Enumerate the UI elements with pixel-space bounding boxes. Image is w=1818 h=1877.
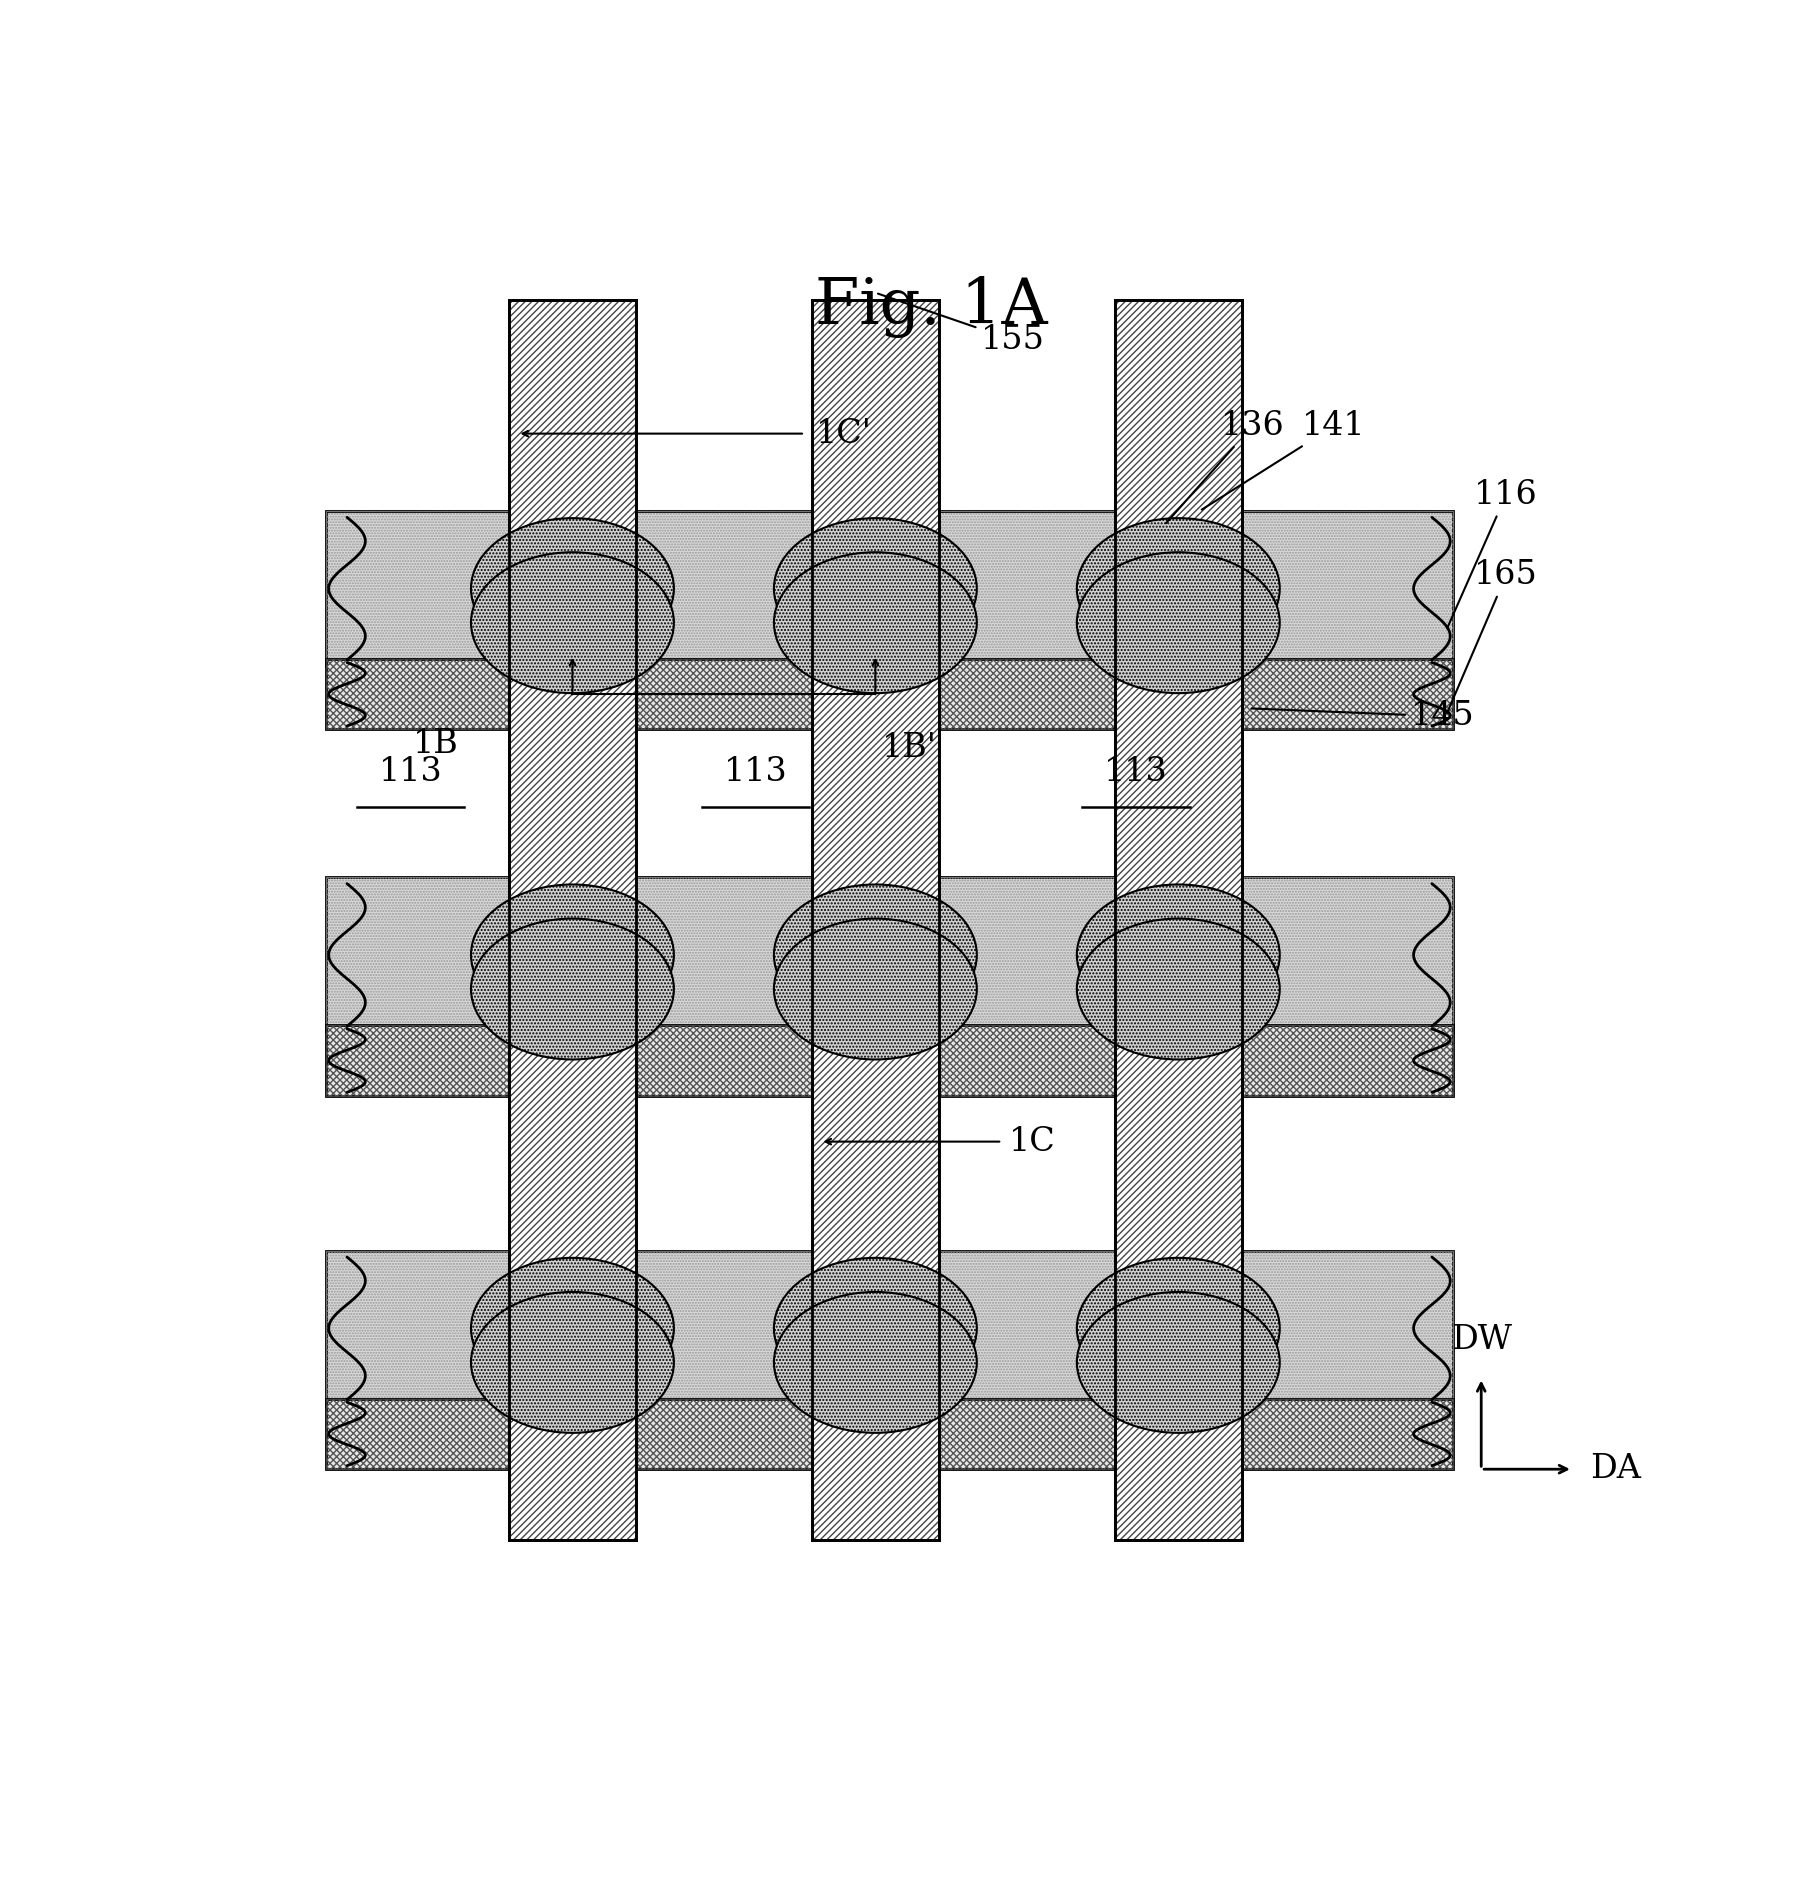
Ellipse shape: [1076, 918, 1280, 1059]
Ellipse shape: [1076, 552, 1280, 693]
Bar: [325, 511, 1453, 666]
Ellipse shape: [774, 552, 976, 693]
Bar: [325, 877, 1453, 1032]
Bar: [325, 877, 1453, 1032]
Ellipse shape: [471, 552, 674, 693]
Ellipse shape: [471, 884, 674, 1025]
Bar: [509, 300, 636, 1539]
Ellipse shape: [774, 1291, 976, 1432]
Text: 113: 113: [1104, 756, 1167, 788]
Ellipse shape: [1076, 884, 1280, 1025]
Ellipse shape: [471, 518, 674, 659]
Ellipse shape: [1076, 518, 1280, 659]
Ellipse shape: [471, 1291, 674, 1432]
Bar: [509, 300, 636, 1539]
Ellipse shape: [774, 1258, 976, 1398]
Ellipse shape: [1076, 918, 1280, 1059]
Text: 116: 116: [1447, 479, 1538, 629]
Ellipse shape: [774, 518, 976, 659]
Text: 113: 113: [724, 756, 787, 788]
Ellipse shape: [774, 552, 976, 693]
Bar: [1114, 300, 1242, 1539]
Ellipse shape: [471, 518, 674, 659]
Ellipse shape: [774, 1291, 976, 1432]
Bar: [813, 300, 938, 1539]
Bar: [813, 300, 938, 1539]
Ellipse shape: [774, 518, 976, 659]
Bar: [325, 659, 1453, 730]
Ellipse shape: [774, 1258, 976, 1398]
Ellipse shape: [471, 1258, 674, 1398]
Bar: [325, 1250, 1453, 1406]
Text: 145: 145: [1251, 700, 1474, 732]
Bar: [325, 511, 1453, 666]
Ellipse shape: [471, 918, 674, 1059]
Text: 1B: 1B: [413, 728, 458, 760]
Bar: [325, 659, 1453, 730]
Text: Fig. 1A: Fig. 1A: [816, 276, 1047, 338]
Bar: [325, 1398, 1453, 1470]
Bar: [325, 1025, 1453, 1096]
Ellipse shape: [774, 918, 976, 1059]
Text: 1C': 1C': [816, 417, 873, 450]
Text: 155: 155: [878, 293, 1045, 357]
Ellipse shape: [1076, 1258, 1280, 1398]
Text: 141: 141: [1202, 409, 1365, 511]
Bar: [325, 1398, 1453, 1470]
Text: DA: DA: [1589, 1453, 1640, 1485]
Ellipse shape: [774, 884, 976, 1025]
Ellipse shape: [774, 918, 976, 1059]
Ellipse shape: [471, 1258, 674, 1398]
Ellipse shape: [1076, 518, 1280, 659]
Text: 113: 113: [378, 756, 442, 788]
Text: 1B': 1B': [882, 732, 938, 764]
Ellipse shape: [1076, 1291, 1280, 1432]
Ellipse shape: [1076, 884, 1280, 1025]
Ellipse shape: [471, 884, 674, 1025]
Ellipse shape: [471, 918, 674, 1059]
Ellipse shape: [471, 552, 674, 693]
Ellipse shape: [1076, 1291, 1280, 1432]
Text: 165: 165: [1447, 559, 1538, 713]
Text: DW: DW: [1451, 1325, 1513, 1357]
Ellipse shape: [471, 1291, 674, 1432]
Text: 1C: 1C: [1009, 1126, 1056, 1158]
Bar: [1114, 300, 1242, 1539]
Text: 136: 136: [1165, 409, 1284, 524]
Bar: [325, 1025, 1453, 1096]
Ellipse shape: [774, 884, 976, 1025]
Ellipse shape: [1076, 1258, 1280, 1398]
Bar: [325, 1250, 1453, 1406]
Ellipse shape: [1076, 552, 1280, 693]
